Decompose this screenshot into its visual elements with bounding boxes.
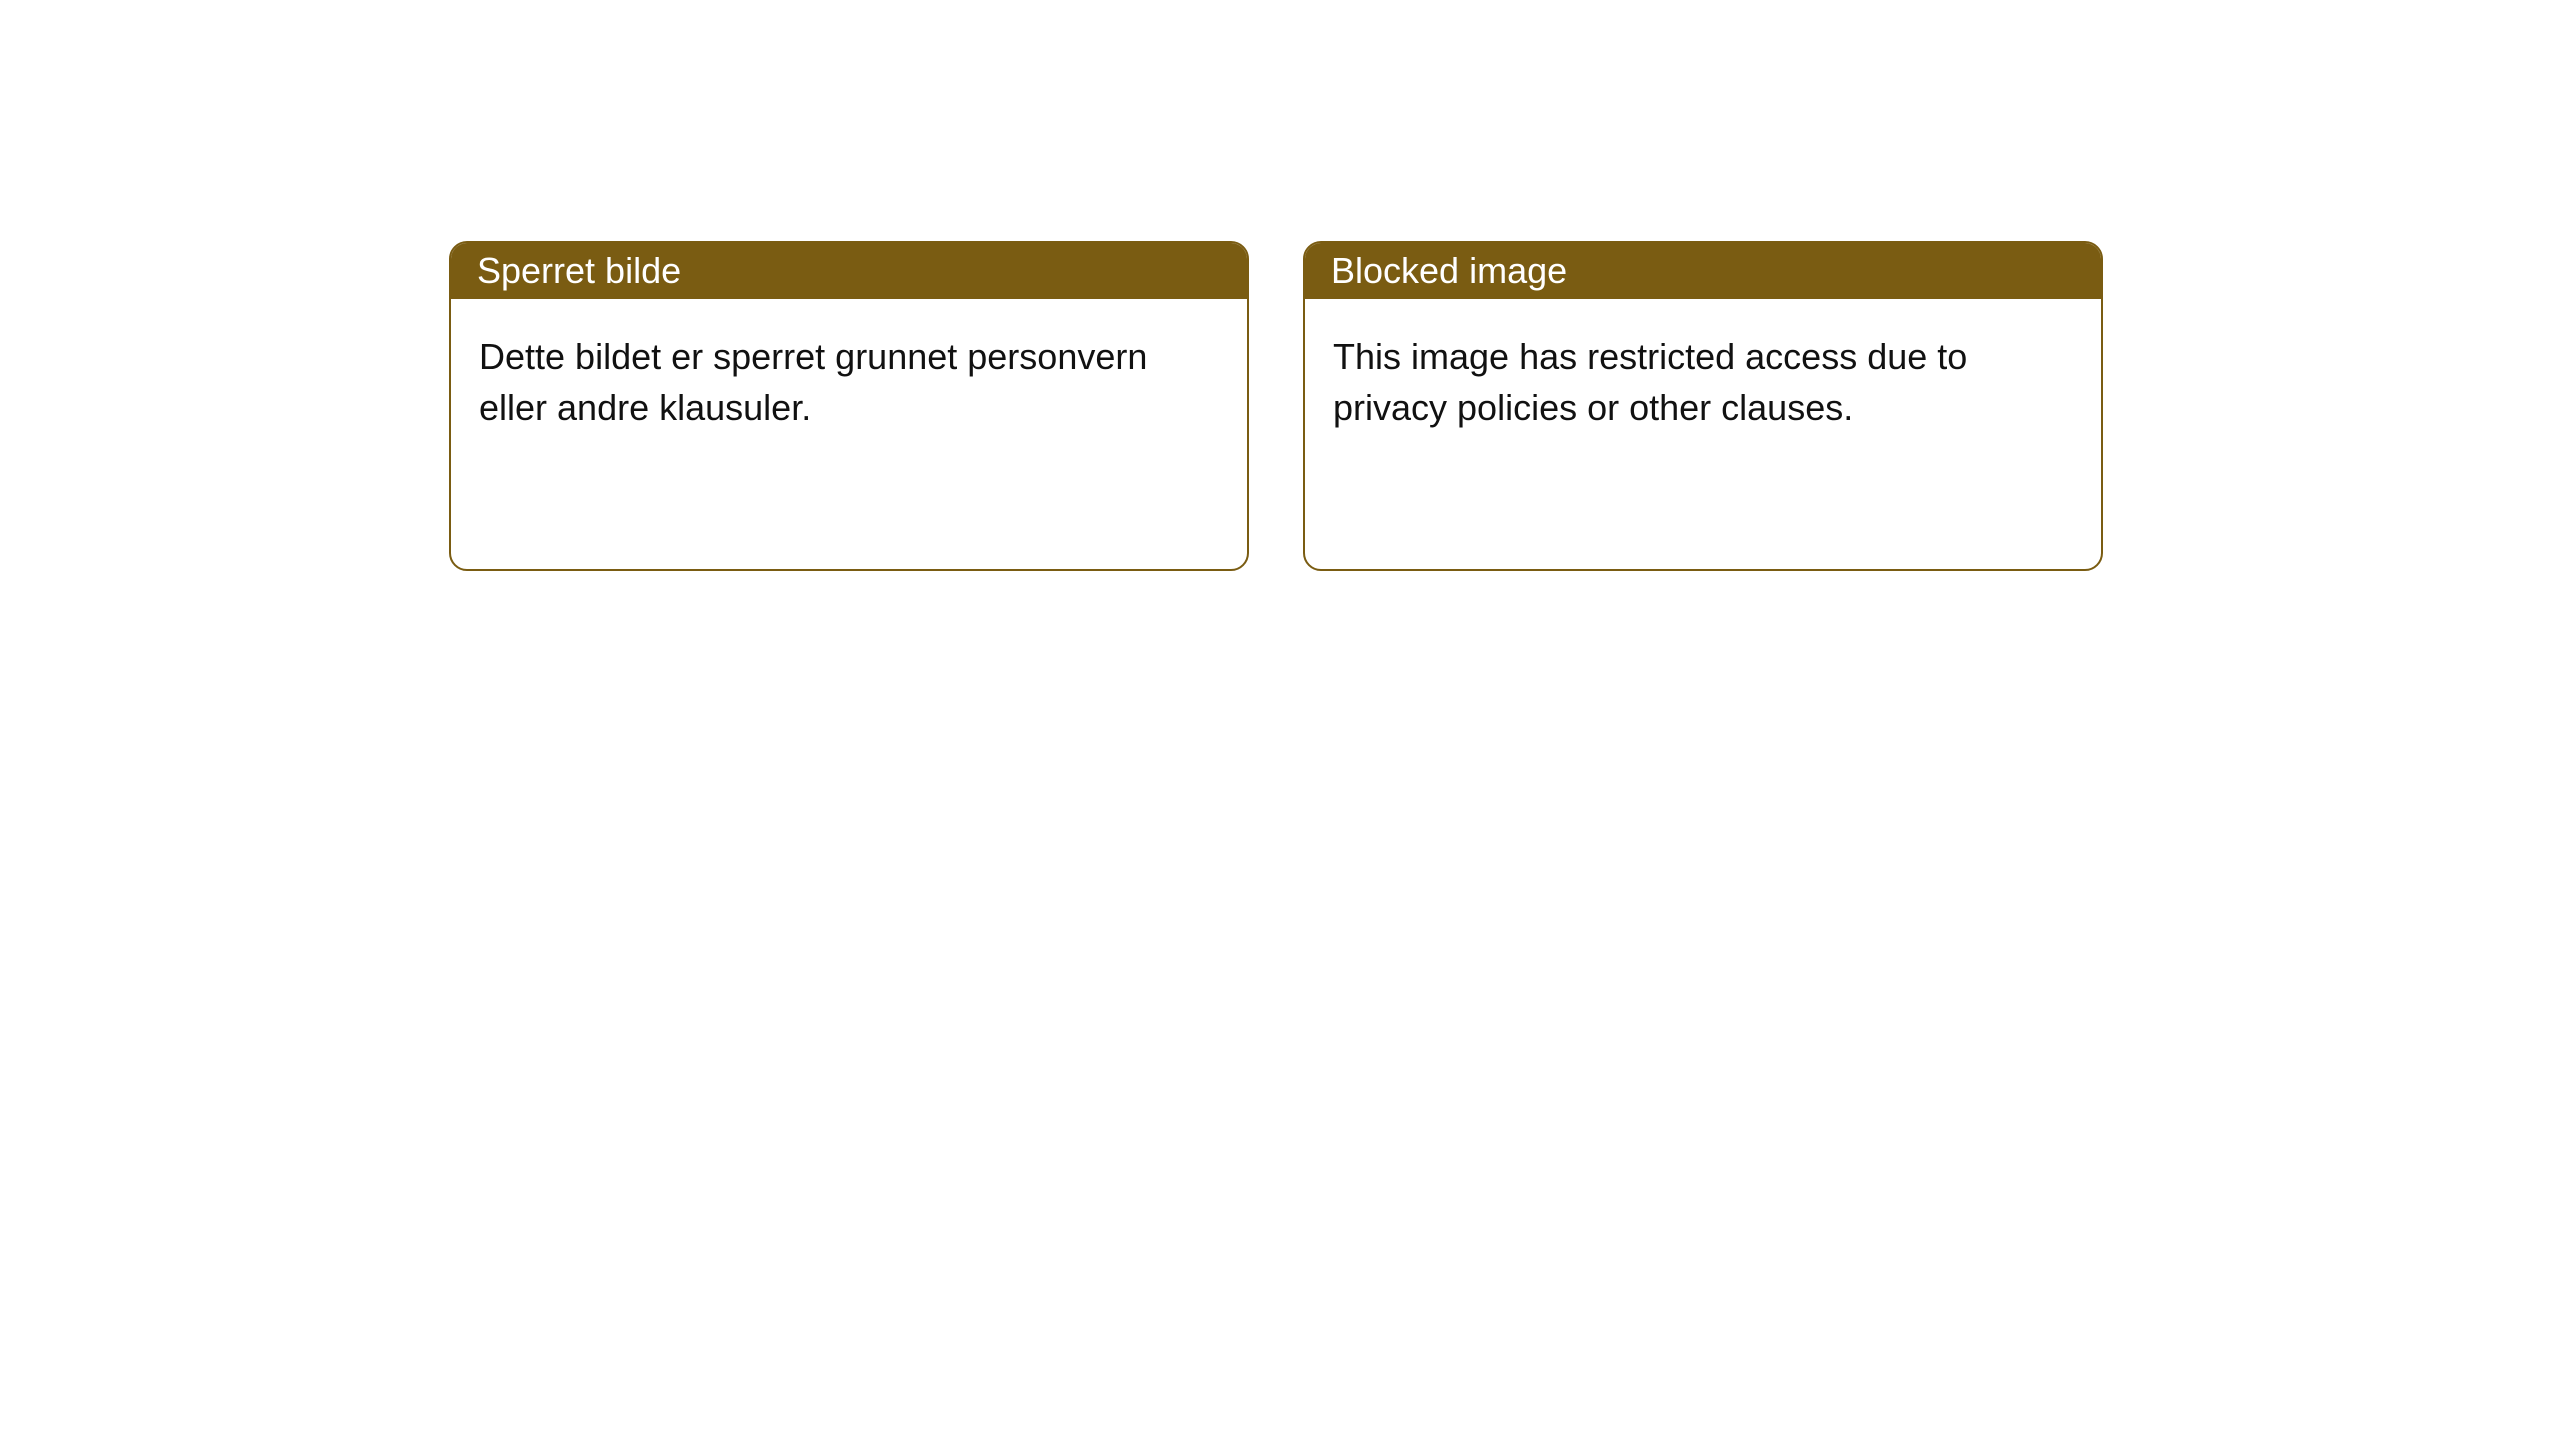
- panel-header-english: Blocked image: [1305, 243, 2101, 299]
- panel-body-norwegian: Dette bildet er sperret grunnet personve…: [451, 299, 1247, 465]
- panel-english: Blocked image This image has restricted …: [1303, 241, 2103, 571]
- panel-text-english: This image has restricted access due to …: [1333, 336, 1967, 428]
- panel-title-english: Blocked image: [1331, 250, 1567, 292]
- panel-norwegian: Sperret bilde Dette bildet er sperret gr…: [449, 241, 1249, 571]
- panel-body-english: This image has restricted access due to …: [1305, 299, 2101, 465]
- panel-header-norwegian: Sperret bilde: [451, 243, 1247, 299]
- panel-title-norwegian: Sperret bilde: [477, 250, 681, 292]
- panel-container: Sperret bilde Dette bildet er sperret gr…: [0, 0, 2560, 571]
- panel-text-norwegian: Dette bildet er sperret grunnet personve…: [479, 336, 1147, 428]
